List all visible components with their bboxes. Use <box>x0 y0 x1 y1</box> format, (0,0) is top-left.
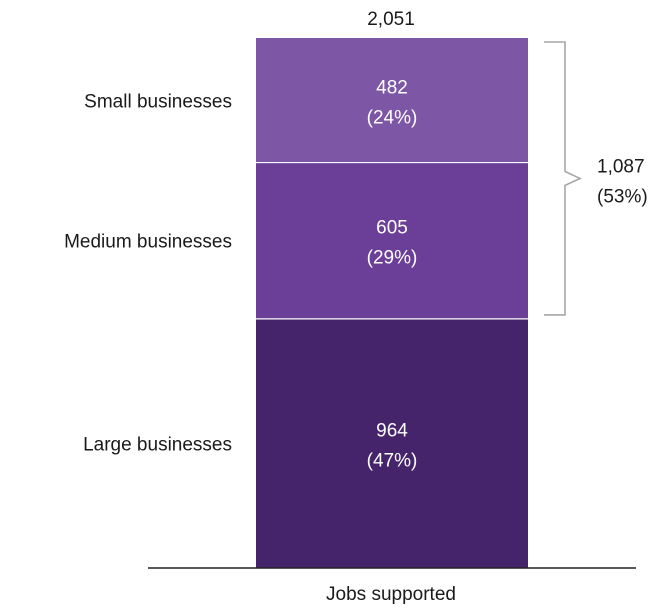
bar-segments <box>256 38 528 568</box>
bar-segment-small-businesses <box>256 38 528 163</box>
segment-pct-label-small-businesses: (24%) <box>367 107 418 128</box>
segment-value-label-large-businesses: 964 <box>376 420 408 441</box>
segment-value-label-small-businesses: 482 <box>376 77 408 98</box>
total-label: 2,051 <box>367 9 415 30</box>
category-label-small-businesses: Small businesses <box>84 91 232 112</box>
bar-segment-large-businesses <box>256 318 528 568</box>
bracket-pct-label: (53%) <box>597 186 648 207</box>
segment-value-label-medium-businesses: 605 <box>376 218 408 239</box>
bar-segment-medium-businesses <box>256 162 528 319</box>
bracket-line <box>544 41 582 316</box>
segment-pct-label-large-businesses: (47%) <box>367 450 418 471</box>
category-labels: Large businesses Medium businesses Small b… <box>64 91 232 455</box>
segment-labels: 964 (47%) 605 (29%) 482 (24%) <box>367 77 418 471</box>
bracket-value-label: 1,087 <box>597 156 645 177</box>
x-axis-label: Jobs supported <box>326 584 456 605</box>
category-label-medium-businesses: Medium businesses <box>64 232 232 253</box>
category-label-large-businesses: Large businesses <box>83 434 232 455</box>
segment-pct-label-medium-businesses: (29%) <box>367 248 418 269</box>
